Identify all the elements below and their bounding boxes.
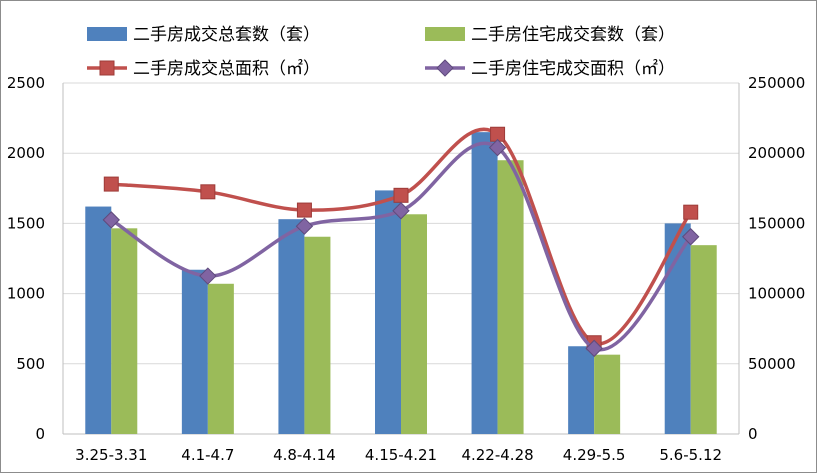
legend-square-marker [99,60,115,76]
bar [594,354,621,434]
square-marker [393,187,409,203]
bar [304,236,331,434]
diamond-marker [488,138,507,157]
legend-label: 二手房成交总套数（套） [133,25,320,45]
y-left-tick-label: 0 [35,425,45,443]
legend: 二手房成交总套数（套） 二手房住宅成交套数（套） 二手房成交总面积（㎡） 二手房住宅成… [87,25,675,79]
bar [497,160,524,434]
x-tick-label: 4.22-4.28 [461,446,533,464]
legend-item: 二手房住宅成交套数（套） [425,25,675,45]
bar [568,346,595,434]
y-left-tick-label: 500 [16,355,45,373]
line-series-group [102,126,700,358]
x-tick-label: 4.15-4.21 [365,446,437,464]
y-right-tick-label: 250000 [748,74,805,92]
y-right-tick-label: 150000 [748,214,805,232]
x-tick-label: 4.29-5.5 [563,446,626,464]
bar [690,245,717,434]
legend-label: 二手房住宅成交套数（套） [471,25,675,45]
square-marker [296,202,312,218]
x-tick-label: 4.1-4.7 [181,446,234,464]
x-tick-label: 3.25-3.31 [75,446,147,464]
legend-diamond-marker [436,59,454,77]
bar-series-group [85,132,717,434]
legend-swatch [87,27,127,41]
y-left-tick-label: 2500 [7,74,45,92]
bar [401,214,427,434]
diamond-marker [295,217,314,235]
diamond-marker [585,339,603,358]
square-marker [103,176,119,192]
bar [375,190,401,434]
legend-swatch [425,27,465,41]
legend-item: 二手房住宅成交面积（㎡） [425,59,675,79]
y-right-tick-label: 0 [748,425,758,443]
square-marker [200,184,216,200]
bar [85,206,112,434]
bar [207,283,234,434]
bar [181,269,208,434]
bar [111,228,138,434]
diamond-marker [682,228,700,246]
y-right-tick-label: 100000 [748,285,805,303]
y-left-tick-label: 1000 [7,285,45,303]
diamond-marker [102,211,120,229]
diamond-marker [199,267,217,285]
legend-label: 二手房住宅成交面积（㎡） [471,59,675,79]
tick-labels: 0 500 1000 1500 2000 2500 0 50000 100000 150000 20… [7,74,805,464]
diamond-marker [392,202,410,220]
y-left-tick-label: 1500 [7,214,45,232]
x-tick-label: 4.8-4.14 [273,446,336,464]
legend-label: 二手房成交总面积（㎡） [133,59,320,79]
bar [278,219,305,434]
y-right-tick-label: 50000 [748,355,796,373]
y-right-tick-label: 200000 [748,144,805,162]
square-marker [683,204,699,220]
x-tick-label: 5.6-5.12 [659,446,722,464]
legend-item: 二手房成交总面积（㎡） [87,59,320,79]
y-left-tick-label: 2000 [7,144,45,162]
bar [471,132,498,434]
legend-item: 二手房成交总套数（套） [87,25,320,45]
